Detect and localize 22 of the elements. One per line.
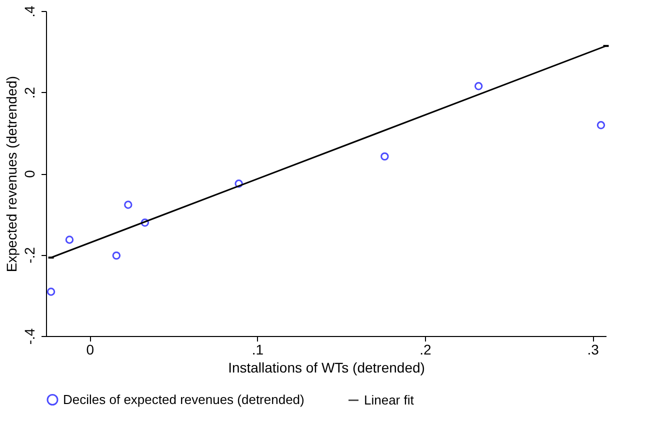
point xyxy=(380,152,389,161)
legend-label: Deciles of expected revenues (detrended) xyxy=(63,392,304,407)
x-axis-title: Installations of WTs (detrended) xyxy=(228,360,425,376)
point xyxy=(46,288,56,296)
y-tick-label: .4 xyxy=(22,5,38,18)
point xyxy=(474,82,483,90)
x-tick-label: .2 xyxy=(420,342,432,358)
point xyxy=(124,200,132,209)
legend-label: Linear fit xyxy=(364,392,414,408)
x-tick-label: 0 xyxy=(86,342,94,358)
point xyxy=(234,180,243,188)
y-tick-label: .2 xyxy=(22,86,38,99)
point xyxy=(112,251,121,260)
x-tick-label: .3 xyxy=(587,342,600,358)
x-tick-label: .1 xyxy=(252,342,264,358)
y-tick-label: -.4 xyxy=(22,328,38,345)
y-tick-label: 0 xyxy=(22,170,38,178)
y-tick-label: -.2 xyxy=(22,246,38,264)
point xyxy=(65,236,74,244)
point xyxy=(596,121,606,130)
point xyxy=(140,218,150,227)
y-axis-title: Expected revenues (detrended) xyxy=(4,76,20,272)
